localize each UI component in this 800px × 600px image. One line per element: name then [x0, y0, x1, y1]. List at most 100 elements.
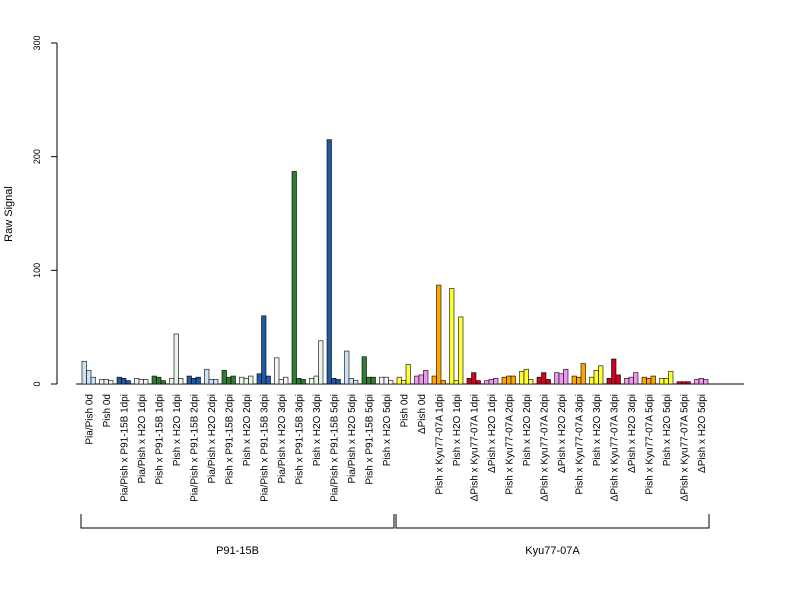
x-tick-label: Pia/Pish x H2O 3dpi: [277, 394, 288, 484]
y-tick-label: 200: [32, 149, 42, 164]
y-tick-label: 300: [32, 35, 42, 50]
x-tick-label: Pish x H2O 2dpi: [242, 394, 253, 466]
bar: [501, 376, 507, 385]
bar: [545, 379, 551, 385]
bar: [344, 350, 350, 385]
bar: [646, 378, 652, 385]
bar: [90, 376, 96, 385]
bar: [471, 372, 477, 385]
bar: [173, 333, 179, 385]
bar: [668, 371, 674, 385]
group-bracket: [80, 514, 395, 529]
group-label: P91-15B: [216, 545, 259, 557]
x-tick-label: ΔPish x Kyu77-07A 1dpi: [469, 394, 480, 501]
bar: [396, 376, 402, 385]
x-tick-label: Pia/Pish x P91-15B 3dpi: [259, 394, 270, 502]
bar: [116, 376, 122, 385]
bar: [423, 370, 429, 385]
x-tick-label: Pia/Pish x H2O 5dpi: [347, 394, 358, 484]
bar: [121, 378, 127, 385]
bar: [221, 370, 227, 385]
bar: [208, 379, 214, 385]
bar: [698, 378, 704, 385]
bar: [554, 372, 560, 385]
x-tick-label: Pish x Kyu77-07A 5dpi: [644, 394, 655, 495]
bar: [318, 340, 324, 385]
bar: [641, 376, 647, 385]
bar: [261, 315, 267, 385]
x-tick-label: Pia/Pish x P91-15B 5dpi: [329, 394, 340, 502]
bar: [453, 380, 459, 385]
bar: [436, 284, 442, 385]
bar: [593, 370, 599, 385]
x-tick-label: Pish x P91-15B 5dpi: [364, 394, 375, 485]
x-tick-label: ΔPish x Kyu77-07A 5dpi: [679, 394, 690, 501]
x-tick-label: Pish x Kyu77-07A 3dpi: [574, 394, 585, 495]
bar: [366, 376, 372, 385]
bar: [458, 316, 464, 385]
bar: [484, 380, 490, 385]
bar: [628, 376, 634, 385]
bar: [309, 378, 315, 385]
bar: [536, 376, 542, 385]
bar: [633, 372, 639, 385]
bar: [283, 376, 289, 385]
bar: [256, 373, 262, 385]
bar: [278, 379, 284, 385]
bar: [418, 374, 424, 385]
bar: [563, 368, 569, 385]
x-tick-label: Pish x H2O 1dpi: [172, 394, 183, 466]
bar: [663, 378, 669, 385]
x-tick-label: Pish x P91-15B 1dpi: [154, 394, 165, 485]
bar: [326, 139, 332, 385]
bar: [331, 378, 337, 385]
bar: [348, 378, 354, 385]
x-tick-label: Pish x Kyu77-07A 1dpi: [434, 394, 445, 495]
bar: [335, 379, 341, 385]
bar: [615, 374, 621, 385]
bar: [405, 364, 411, 385]
bar: [86, 370, 92, 385]
bar: [108, 380, 114, 385]
bar: [383, 376, 389, 385]
bar: [243, 378, 249, 385]
x-tick-label: ΔPish x Kyu77-07A 2dpi: [539, 394, 550, 501]
bar: [449, 288, 455, 385]
x-tick-label: Pish x Kyu77-07A 2dpi: [504, 394, 515, 495]
bar: [300, 379, 306, 385]
bar: [248, 375, 254, 385]
bar: [160, 380, 166, 385]
bar: [694, 379, 700, 385]
bar: [589, 376, 595, 385]
bar: [650, 375, 656, 385]
bar: [361, 356, 367, 385]
bar: [125, 380, 131, 385]
bar: [685, 381, 691, 385]
x-axis: Pia/Pish 0d Pish 0d Pia/Pish x P91-15B 1dp…: [84, 394, 708, 502]
bar: [151, 375, 157, 385]
x-tick-label: Pia/Pish x H2O 2dpi: [207, 394, 218, 484]
x-tick-label: Pish x H2O 1dpi: [452, 394, 463, 466]
bar: [541, 372, 547, 385]
y-axis-label: Raw Signal: [3, 186, 15, 242]
x-tick-label: Pish x H2O 5dpi: [382, 394, 393, 466]
bar: [475, 380, 481, 385]
x-tick-label: Pish x H2O 5dpi: [662, 394, 673, 466]
x-tick-label: Pish x P91-15B 2dpi: [224, 394, 235, 485]
bar: [571, 375, 577, 385]
bar: [186, 375, 192, 385]
x-tick-label: Pish x H2O 3dpi: [592, 394, 603, 466]
bar: [230, 375, 236, 385]
bar: [103, 379, 109, 385]
bar: [466, 378, 472, 385]
bar: [274, 357, 280, 385]
bar: [624, 378, 630, 385]
group-label: Kyu77-07A: [525, 545, 580, 557]
bar: [388, 380, 394, 385]
bar: [143, 379, 149, 385]
bar: [313, 375, 319, 385]
bar: [178, 378, 184, 385]
bar: [606, 378, 612, 385]
bar: [401, 380, 407, 385]
